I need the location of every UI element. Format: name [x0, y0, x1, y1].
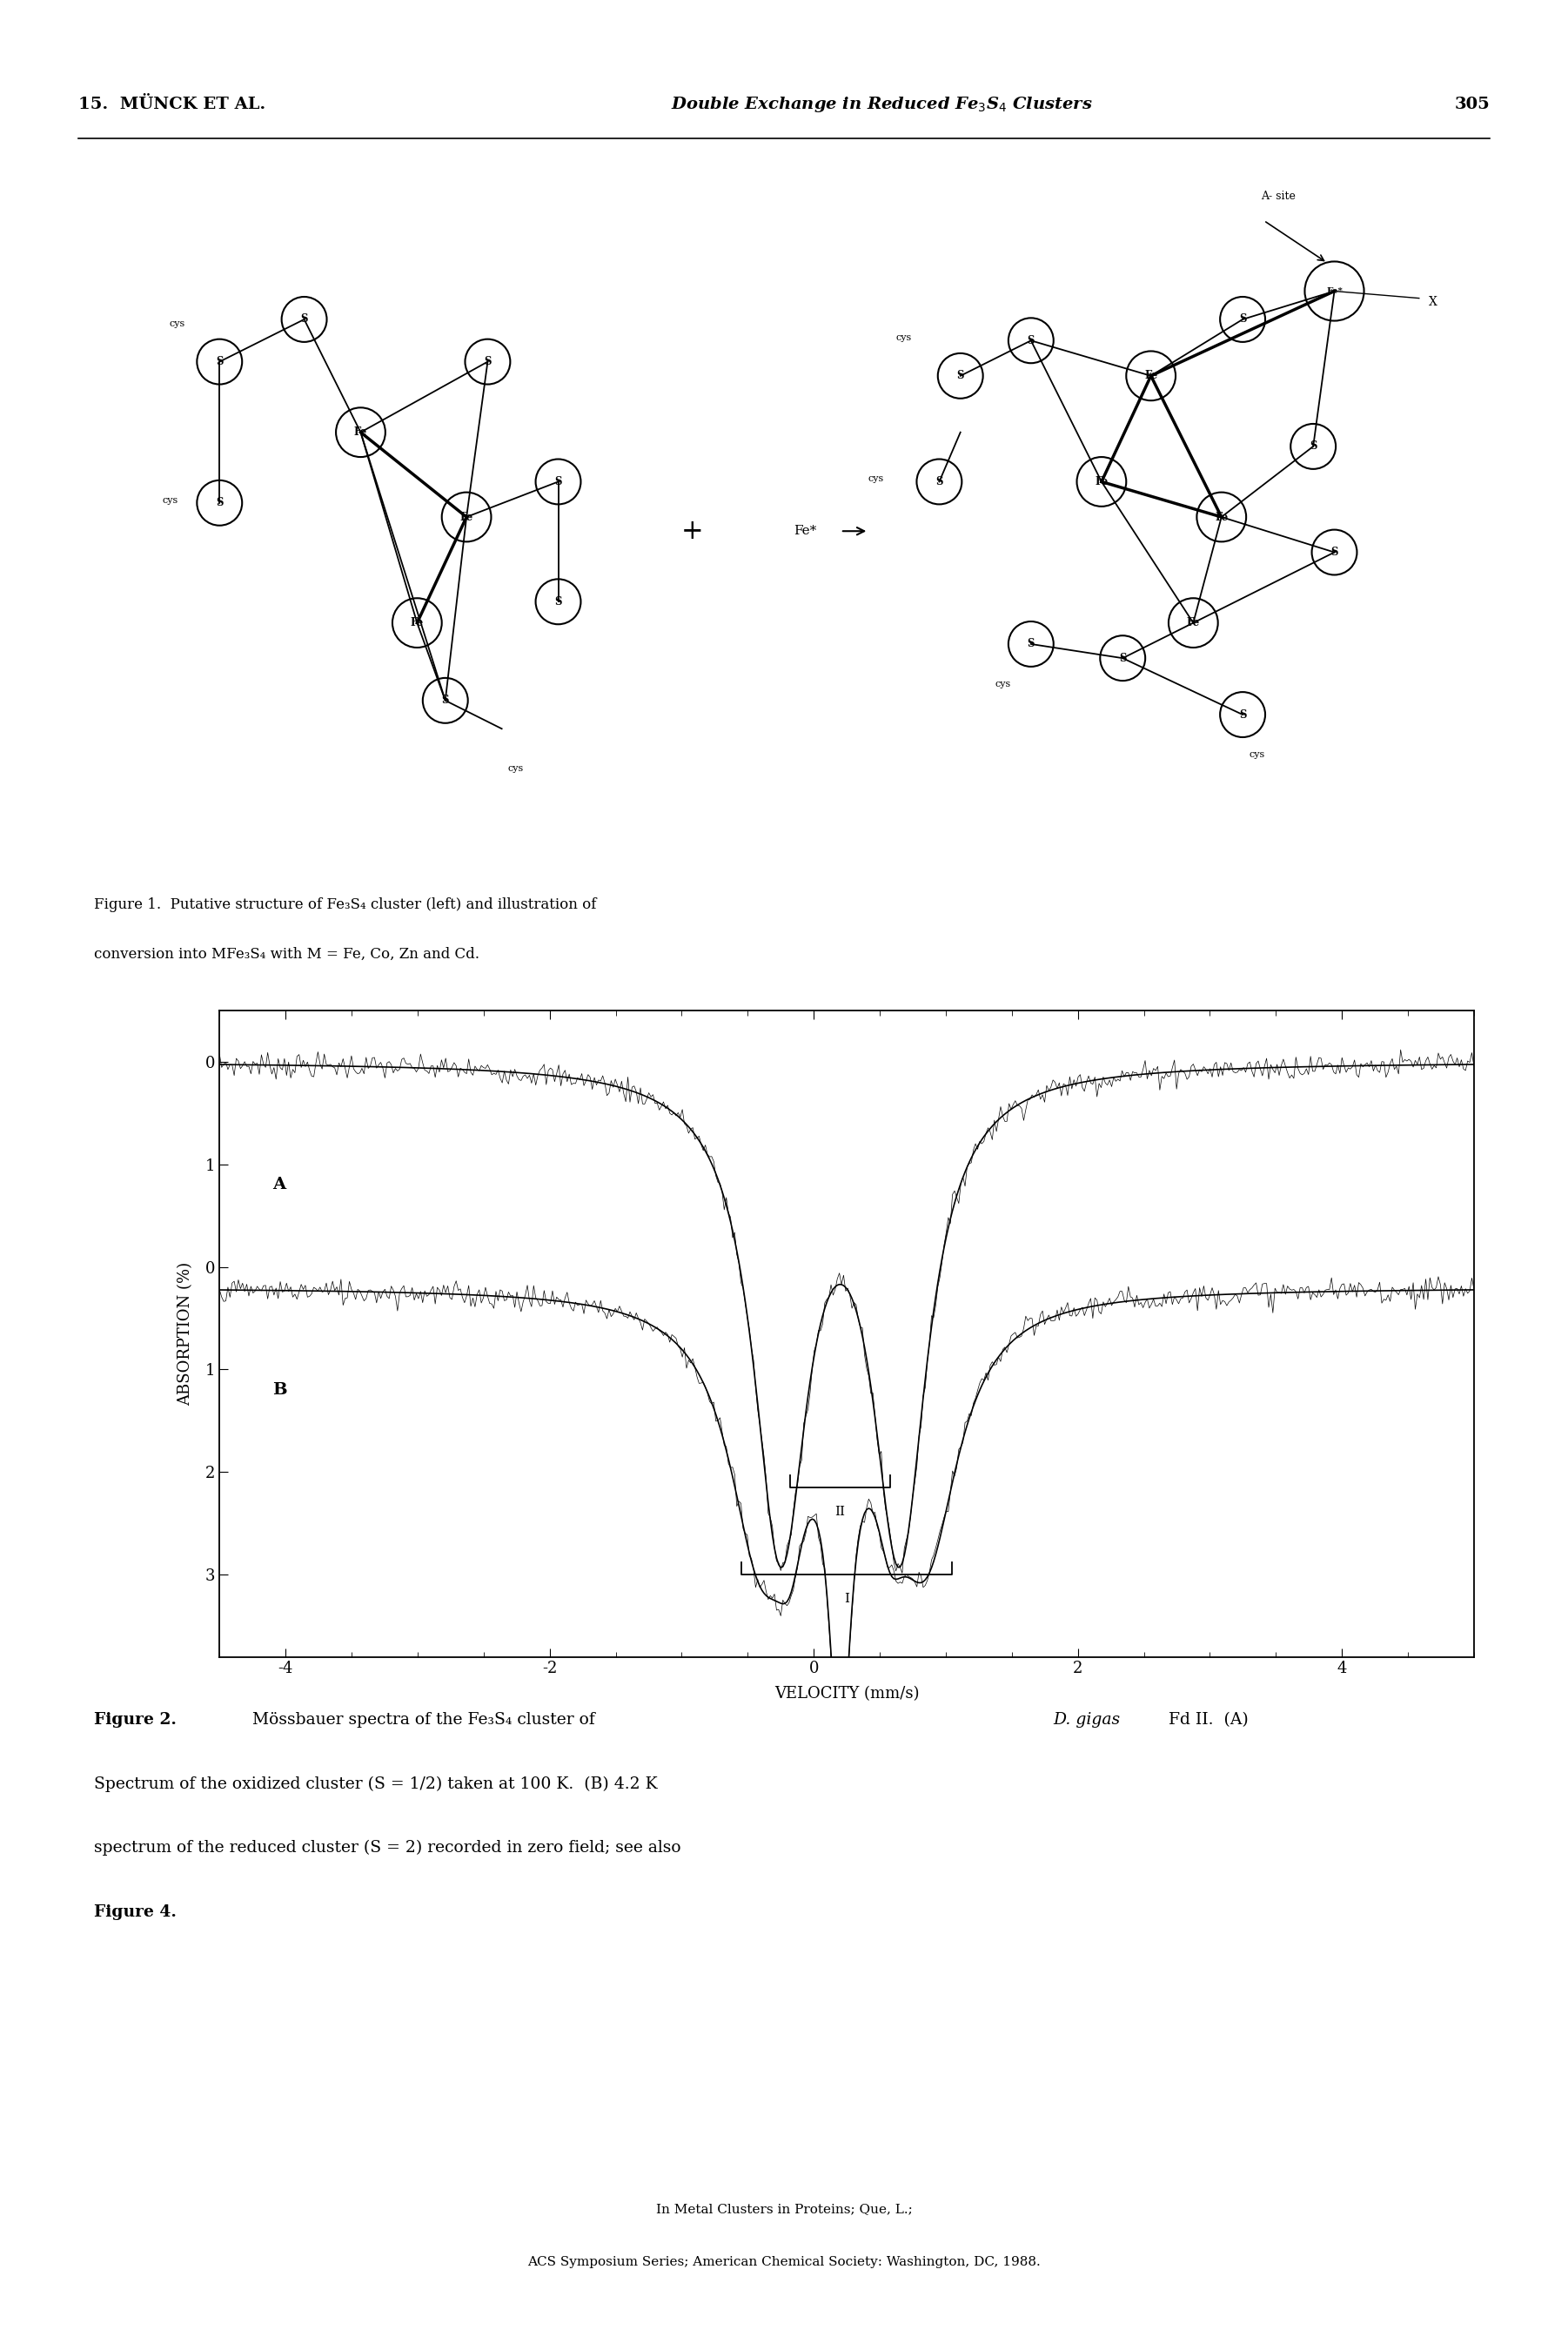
Text: cys: cys	[169, 320, 185, 329]
Text: S: S	[555, 597, 561, 606]
Text: ACS Symposium Series; American Chemical Society: Washington, DC, 1988.: ACS Symposium Series; American Chemical …	[527, 2256, 1041, 2268]
Text: +: +	[681, 517, 704, 545]
Text: I: I	[844, 1593, 850, 1605]
Text: D. gigas: D. gigas	[1054, 1711, 1120, 1727]
Text: Fe*: Fe*	[1327, 287, 1342, 296]
Text: Fe: Fe	[1215, 512, 1228, 522]
Text: B: B	[273, 1382, 287, 1398]
Text: 305: 305	[1454, 96, 1490, 113]
Text: S: S	[1120, 653, 1126, 663]
Text: Spectrum of the oxidized cluster (S = 1/2) taken at 100 K.  (B) 4.2 K: Spectrum of the oxidized cluster (S = 1/…	[94, 1777, 657, 1791]
Text: S: S	[1239, 313, 1247, 324]
Text: spectrum of the reduced cluster (S = 2) recorded in zero field; see also: spectrum of the reduced cluster (S = 2) …	[94, 1840, 681, 1856]
Text: X: X	[1428, 296, 1438, 308]
Text: II: II	[834, 1506, 845, 1518]
Text: S: S	[216, 357, 223, 367]
Text: A: A	[273, 1177, 285, 1194]
Text: Fe: Fe	[459, 512, 474, 522]
Text: cys: cys	[508, 764, 524, 773]
Text: Fe: Fe	[354, 428, 367, 437]
Y-axis label: ABSORPTION (%): ABSORPTION (%)	[177, 1262, 193, 1405]
Text: In Metal Clusters in Proteins; Que, L.;: In Metal Clusters in Proteins; Que, L.;	[655, 2202, 913, 2216]
Text: Fe*: Fe*	[793, 524, 817, 538]
Text: Fe: Fe	[1187, 618, 1200, 627]
Text: S: S	[936, 477, 942, 486]
Text: Fe: Fe	[1094, 477, 1109, 486]
Text: A- site: A- site	[1261, 190, 1295, 202]
X-axis label: VELOCITY (mm/s): VELOCITY (mm/s)	[775, 1687, 919, 1701]
Text: cys: cys	[867, 475, 884, 484]
Text: S: S	[555, 477, 561, 486]
Text: Figure 1.  Putative structure of Fe₃S₄ cluster (left) and illustration of: Figure 1. Putative structure of Fe₃S₄ cl…	[94, 898, 596, 912]
Text: S: S	[956, 371, 964, 381]
Text: cys: cys	[162, 496, 179, 505]
Text: S: S	[1239, 710, 1247, 721]
Text: S: S	[301, 313, 307, 324]
Text: cys: cys	[895, 334, 913, 343]
Text: Figure 4.: Figure 4.	[94, 1904, 177, 1920]
Text: cys: cys	[994, 679, 1011, 689]
Text: Mössbauer spectra of the Fe₃S₄ cluster of: Mössbauer spectra of the Fe₃S₄ cluster o…	[252, 1711, 601, 1727]
Text: S: S	[485, 357, 491, 367]
Text: S: S	[1331, 548, 1338, 557]
Text: S: S	[216, 498, 223, 508]
Text: Fe: Fe	[1145, 371, 1157, 381]
Text: Double Exchange in Reduced Fe$_3$S$_4$ Clusters: Double Exchange in Reduced Fe$_3$S$_4$ C…	[671, 94, 1093, 115]
Text: Fe: Fe	[411, 618, 423, 627]
Text: S: S	[442, 696, 448, 705]
Text: S: S	[1027, 336, 1035, 345]
Text: Figure 2.: Figure 2.	[94, 1711, 177, 1727]
Text: Fd II.  (A): Fd II. (A)	[1163, 1711, 1248, 1727]
Text: S: S	[1027, 639, 1035, 649]
Text: 15.  MÜNCK ET AL.: 15. MÜNCK ET AL.	[78, 96, 265, 113]
Text: S: S	[1309, 442, 1317, 451]
Text: cys: cys	[1248, 750, 1265, 759]
Text: conversion into MFe₃S₄ with M = Fe, Co, Zn and Cd.: conversion into MFe₃S₄ with M = Fe, Co, …	[94, 947, 480, 961]
